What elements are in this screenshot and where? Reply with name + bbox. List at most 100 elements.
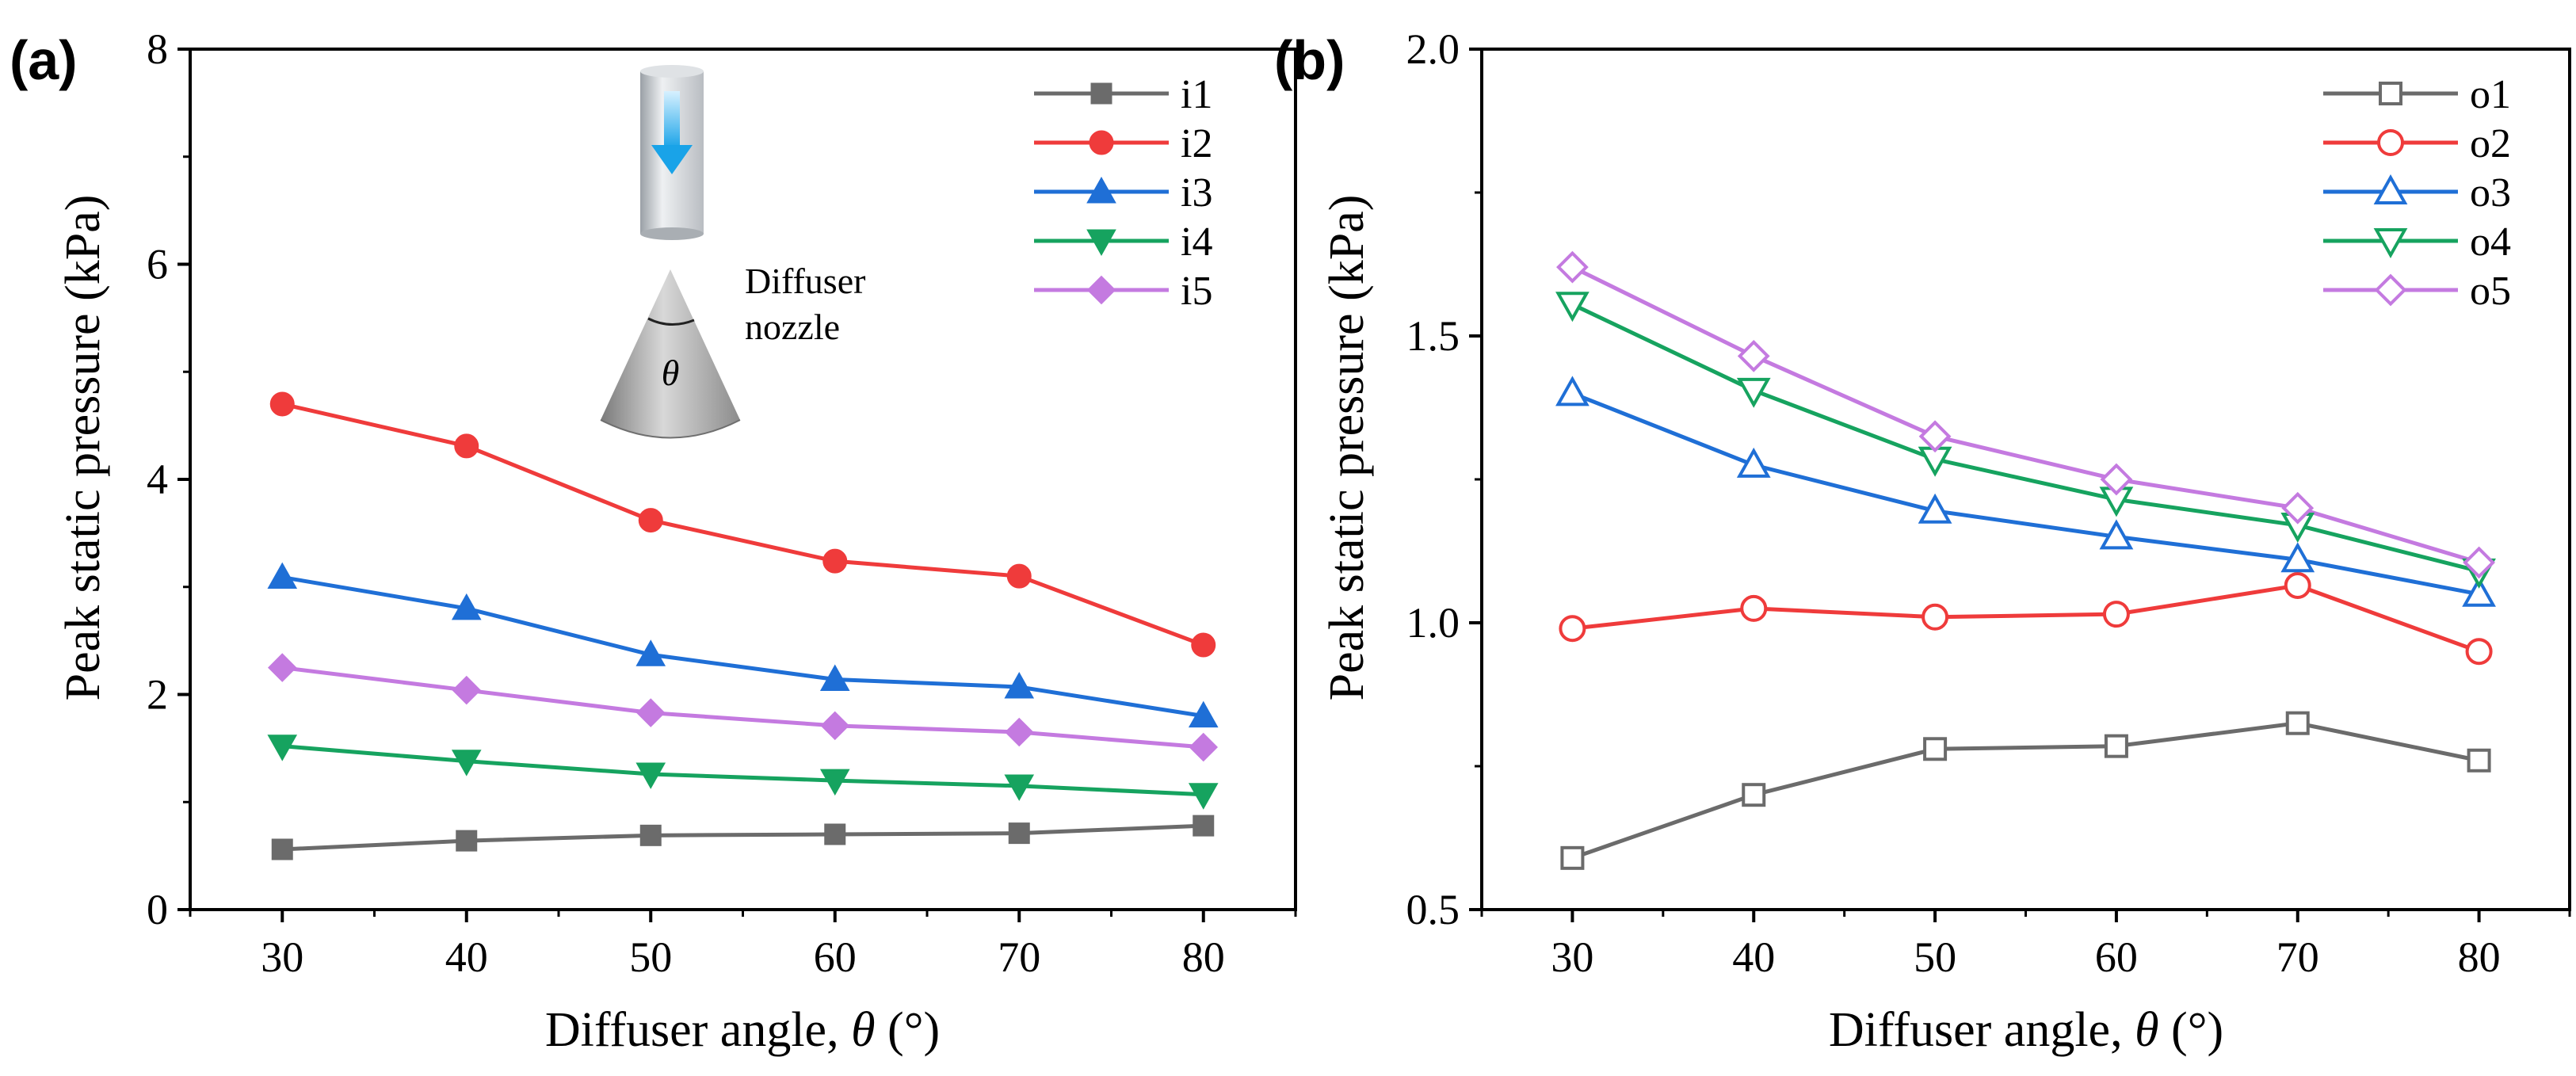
- data-point-i2: [822, 548, 848, 574]
- data-point-i5: [267, 653, 297, 682]
- series-line-o5: [1571, 265, 2480, 565]
- data-point-o2: [1740, 594, 1768, 622]
- x-axis-title: Diffuser angle, θ (°): [545, 1003, 940, 1057]
- legend-label: o1: [2470, 72, 2511, 117]
- legend-item-i1: i1: [1034, 72, 1212, 117]
- y-axis-title: Peak static pressure (kPa): [56, 195, 110, 701]
- data-point-i3: [267, 562, 298, 589]
- axes-frame: [1480, 48, 2571, 911]
- data-point-o1: [2104, 734, 2128, 758]
- legend-label: i5: [1181, 269, 1212, 314]
- data-point-o1: [2285, 711, 2310, 735]
- x-tick-label: 70: [2276, 933, 2319, 981]
- x-tick-label: 30: [1551, 933, 1593, 981]
- flow-arrow-icon: [651, 91, 693, 174]
- legend-marker-i3: [1086, 177, 1116, 204]
- data-point-o1: [1923, 737, 1948, 761]
- data-point-o2: [1559, 615, 1586, 643]
- angle-symbol-label: θ: [662, 353, 680, 393]
- legend-marker-i4: [1086, 229, 1116, 256]
- data-point-i3: [635, 639, 666, 666]
- legend-item-i4: i4: [1034, 219, 1212, 265]
- series-line-o2: [1572, 583, 2480, 654]
- chart-panel-b: (b) Peak static pressure (kPa) Diffuser …: [1274, 25, 2571, 1057]
- plot-frame: [1480, 48, 2571, 911]
- data-point-o2: [2465, 638, 2493, 666]
- data-point-o5: [2463, 546, 2495, 579]
- y-tick-label: 0.5: [1406, 886, 1460, 933]
- x-tick-label: 30: [261, 933, 303, 981]
- series-line-o4: [1571, 302, 2480, 574]
- series-line-i1: [282, 823, 1204, 852]
- legend-label: i2: [1181, 121, 1212, 166]
- legend-label: i3: [1181, 170, 1212, 216]
- legend-item-o1: o1: [2323, 72, 2511, 117]
- y-tick-label: 6: [147, 241, 168, 288]
- data-point-o2: [1922, 603, 1949, 631]
- series-lines: [1571, 265, 2480, 860]
- data-point-i1: [1008, 822, 1030, 845]
- legend-marker-o2: [2377, 129, 2404, 156]
- data-point-o3: [1736, 447, 1771, 478]
- legend-marker-i2: [1089, 130, 1114, 155]
- data-point-o5: [1556, 250, 1589, 284]
- y-tick-label: 1.0: [1406, 599, 1460, 647]
- data-point-i4: [819, 769, 850, 796]
- series-markers: [267, 391, 1219, 860]
- data-point-o3: [2462, 576, 2496, 607]
- data-point-i3: [1188, 700, 1219, 728]
- axes-frame: [189, 48, 1297, 911]
- y-tick-label: 1.5: [1406, 312, 1460, 360]
- data-point-i3: [819, 664, 850, 691]
- legend-marker-o5: [2374, 273, 2407, 307]
- axis-ticks: 30 40 50 60 70 80 0.5 1.0 1.5 2.0: [1406, 25, 2571, 981]
- series-lines: [281, 402, 1204, 852]
- data-point-o3: [1918, 493, 1952, 524]
- panel-label-b: (b): [1274, 29, 1345, 91]
- legend-marker-i1: [1090, 82, 1112, 105]
- nozzle-inset-illustration: θ Diffuser nozzle: [600, 65, 865, 439]
- chart-panel-a: (a) Peak static pressure (kPa) Diffuser …: [10, 25, 1297, 1057]
- legend-item-o2: o2: [2323, 121, 2511, 166]
- data-point-i2: [638, 508, 663, 533]
- data-point-i4: [1188, 783, 1219, 810]
- legend-item-o4: o4: [2323, 219, 2511, 265]
- legend-marker-o3: [2373, 174, 2408, 204]
- x-tick-label: 50: [629, 933, 672, 981]
- data-point-o5: [2100, 463, 2133, 496]
- legend-label: i1: [1181, 72, 1212, 117]
- legend-label: o4: [2470, 219, 2511, 265]
- legend-marker-o1: [2379, 82, 2402, 105]
- y-tick-label: 2.0: [1406, 25, 1460, 73]
- x-tick-label: 40: [1732, 933, 1775, 981]
- y-tick-label: 2: [147, 671, 168, 719]
- data-point-i1: [1193, 815, 1215, 837]
- x-tick-label: 70: [998, 933, 1040, 981]
- data-point-i2: [1006, 563, 1032, 589]
- data-point-o2: [2102, 601, 2130, 628]
- inset-label-line2: nozzle: [745, 307, 840, 347]
- x-tick-label: 80: [1182, 933, 1225, 981]
- panel-label-a: (a): [10, 29, 78, 91]
- data-point-i2: [454, 433, 479, 459]
- plot-frame: [189, 48, 1297, 911]
- legend-marker-i5: [1086, 275, 1116, 305]
- y-tick-label: 4: [147, 456, 168, 503]
- data-point-i1: [824, 823, 846, 845]
- x-tick-label: 60: [2095, 933, 2138, 981]
- legend-label: i4: [1181, 219, 1212, 265]
- data-point-o5: [2281, 491, 2315, 525]
- legend-item-i3: i3: [1034, 170, 1212, 216]
- data-point-i4: [1004, 774, 1035, 801]
- data-point-o2: [2284, 571, 2311, 599]
- series-line-o1: [1571, 721, 2480, 860]
- data-point-i1: [456, 830, 478, 852]
- data-point-i2: [1191, 632, 1216, 658]
- data-point-i3: [1004, 672, 1035, 699]
- series-line-i5: [281, 666, 1204, 750]
- data-point-o4: [1736, 377, 1771, 408]
- data-point-o1: [1560, 845, 1585, 870]
